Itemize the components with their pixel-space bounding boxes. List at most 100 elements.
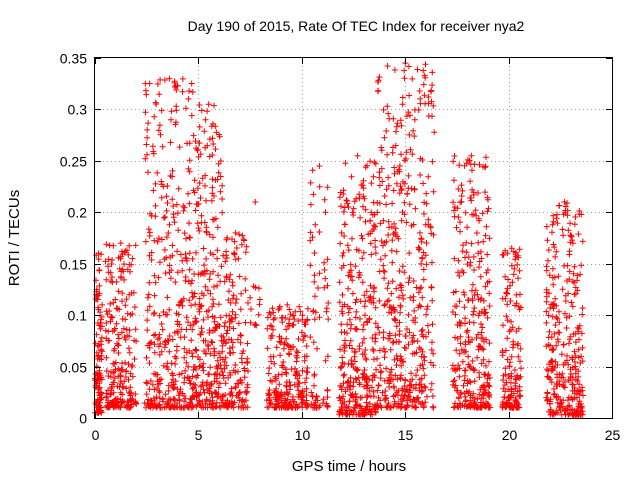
data-point (222, 354, 229, 361)
data-point (575, 373, 582, 380)
data-point (345, 309, 352, 316)
data-point (367, 240, 374, 247)
data-point (96, 322, 103, 329)
data-point (372, 331, 379, 338)
data-point (515, 325, 522, 332)
data-point (510, 338, 517, 345)
data-point (479, 335, 486, 341)
data-point (154, 336, 161, 343)
data-point (166, 348, 173, 355)
data-point (396, 162, 403, 169)
data-point (455, 269, 461, 276)
data-point (158, 194, 165, 201)
data-point (499, 352, 506, 359)
data-point (482, 232, 489, 239)
data-point (209, 135, 216, 142)
data-point (355, 374, 362, 381)
data-point (256, 301, 263, 308)
data-point (232, 300, 239, 306)
data-point (302, 332, 309, 339)
data-point (359, 370, 366, 377)
data-point (176, 321, 183, 328)
data-point (510, 271, 517, 278)
data-point (226, 288, 232, 295)
data-point (174, 318, 181, 325)
data-point (117, 372, 124, 379)
data-point (420, 365, 427, 372)
data-point (552, 295, 559, 302)
data-point (368, 384, 375, 391)
data-point (104, 311, 111, 318)
data-point (461, 349, 468, 356)
data-point (468, 195, 474, 201)
data-point (310, 339, 317, 346)
data-point (353, 296, 360, 303)
data-point (221, 323, 228, 330)
data-point (502, 371, 509, 378)
data-point (275, 306, 282, 313)
data-point (172, 121, 179, 128)
data-point (397, 309, 404, 316)
data-point (410, 297, 417, 304)
data-point (223, 252, 230, 259)
data-point (111, 404, 117, 411)
data-point (484, 279, 491, 286)
x-axis-label: GPS time / hours (292, 458, 406, 475)
data-point (405, 63, 412, 70)
data-point (471, 367, 478, 374)
data-point (118, 366, 125, 373)
data-point (181, 398, 188, 405)
data-point (208, 197, 215, 204)
data-point (150, 150, 157, 157)
data-point (226, 276, 233, 283)
data-point (200, 386, 207, 393)
data-point (407, 112, 413, 119)
data-point (573, 411, 580, 418)
data-point (128, 389, 135, 396)
data-point (401, 75, 408, 82)
data-point (423, 240, 430, 246)
data-point (286, 306, 293, 313)
data-point (151, 309, 158, 316)
data-point (412, 319, 419, 326)
data-point (411, 133, 418, 140)
data-point (372, 304, 379, 311)
data-point (405, 172, 412, 179)
data-point (234, 336, 241, 343)
data-point (340, 380, 347, 387)
data-point (316, 270, 323, 277)
data-point (115, 331, 121, 338)
data-point (209, 303, 216, 310)
data-point (342, 160, 349, 167)
data-point (453, 347, 460, 354)
data-point (192, 319, 199, 326)
data-point (478, 395, 485, 402)
data-point (201, 128, 208, 135)
data-point (266, 387, 273, 393)
data-point (428, 346, 435, 353)
data-point-peak (166, 75, 173, 82)
data-point (187, 322, 194, 329)
chart-title: Day 190 of 2015, Rate Of TEC Index for r… (188, 18, 525, 34)
data-point (174, 248, 181, 255)
data-point (103, 241, 110, 248)
data-point (267, 400, 274, 407)
data-point (117, 373, 124, 380)
data-point (414, 367, 421, 374)
data-point (98, 346, 105, 353)
data-point (103, 320, 110, 326)
data-point (284, 342, 291, 348)
data-point (543, 308, 550, 315)
data-point (544, 389, 551, 396)
data-point (339, 359, 346, 366)
data-point (367, 217, 373, 224)
data-point (111, 375, 118, 381)
data-point (211, 102, 217, 109)
data-point (345, 247, 352, 254)
data-point (465, 353, 472, 360)
data-point (389, 278, 396, 285)
data-point (321, 266, 328, 273)
data-point (183, 235, 189, 242)
data-point (223, 255, 230, 261)
data-point (407, 389, 414, 396)
